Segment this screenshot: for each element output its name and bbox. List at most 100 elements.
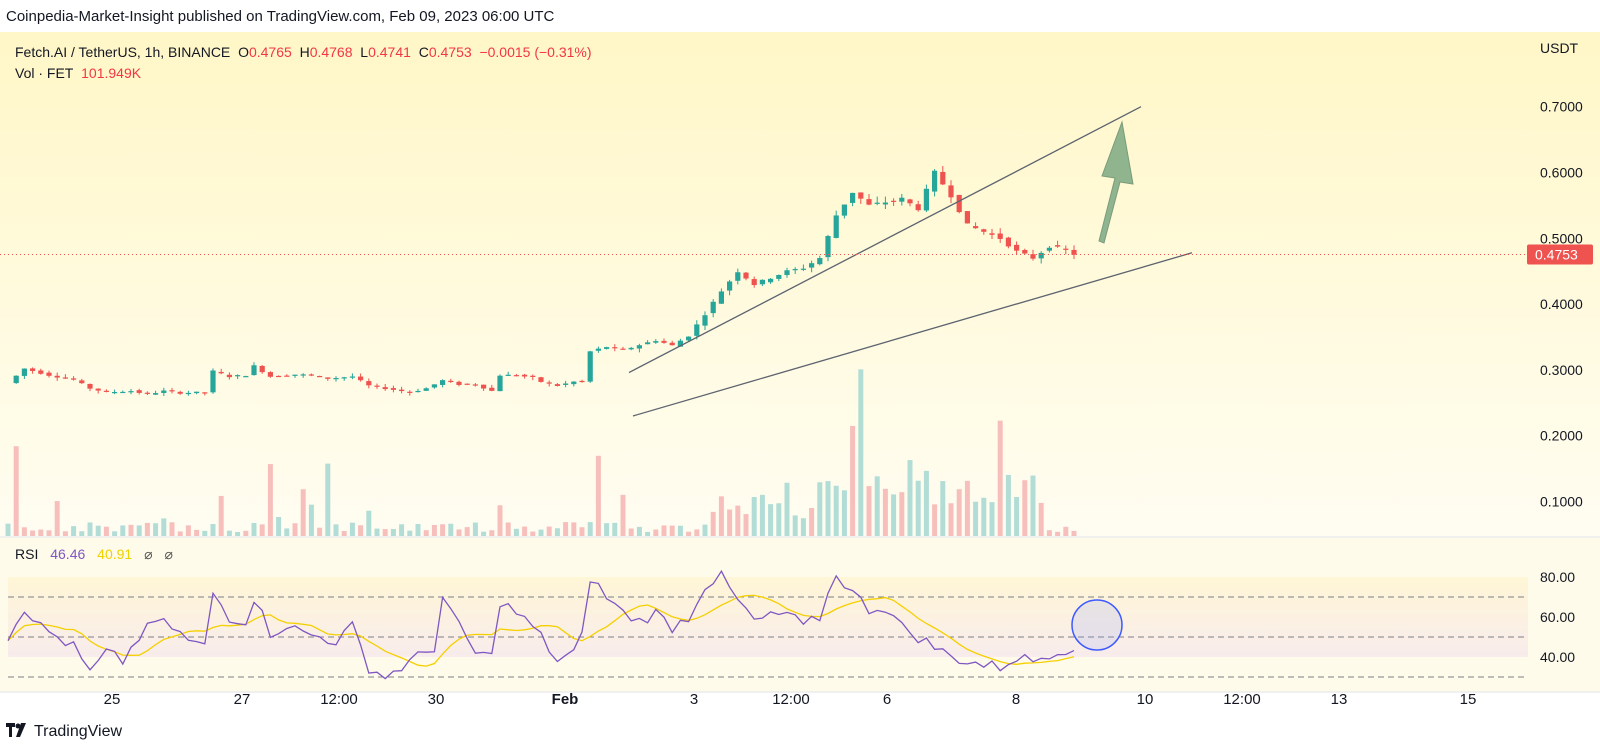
publisher-line: Coinpedia-Market-Insight published on Tr… — [6, 8, 555, 25]
candle-body — [382, 387, 388, 390]
time-tick: Feb — [552, 691, 579, 708]
volume-bar — [932, 504, 938, 536]
volume-bar — [153, 523, 159, 536]
volume-bar — [759, 494, 765, 536]
volume-bar — [177, 531, 183, 536]
volume-bar — [358, 525, 364, 536]
volume-bar — [538, 529, 544, 536]
candle-body — [776, 274, 782, 279]
volume-bar — [308, 504, 314, 536]
volume-bar — [710, 511, 716, 536]
eye-off-icon[interactable]: ⌀ — [144, 546, 153, 562]
candle-body — [907, 199, 913, 204]
volume-bar — [144, 522, 150, 536]
candle-body — [964, 211, 970, 224]
candle-body — [768, 278, 774, 283]
candle-body — [358, 376, 364, 381]
volume-bar — [472, 522, 478, 536]
time-tick: 25 — [104, 691, 121, 708]
volume-bar — [620, 494, 626, 536]
eye-off-icon-2[interactable]: ⌀ — [164, 546, 173, 562]
volume-value: 101.949K — [81, 65, 142, 81]
volume-bar — [267, 464, 273, 536]
candle-body — [423, 388, 429, 391]
candle-body — [30, 368, 36, 371]
candle-body — [661, 340, 667, 343]
volume-row: Vol · FET 101.949K — [15, 63, 592, 84]
volume-bar — [456, 529, 462, 536]
volume-bar — [136, 525, 142, 536]
candle-body — [718, 291, 724, 304]
rsi-lines — [7, 569, 1528, 680]
volume-bar — [923, 470, 929, 536]
time-tick: 27 — [234, 691, 251, 708]
volume-bar — [1055, 531, 1061, 536]
candle-body — [497, 375, 503, 392]
rsi-legend: RSI 46.46 40.91 ⌀ ⌀ — [15, 546, 173, 563]
volume-label[interactable]: Vol · FET — [15, 65, 74, 81]
volume-bar — [276, 516, 282, 536]
volume-bar — [833, 485, 839, 536]
volume-bar — [407, 530, 413, 536]
volume-bar — [1038, 502, 1044, 536]
candle-body — [546, 382, 552, 384]
price-tick: 0.4000 — [1540, 296, 1583, 312]
volume-bar — [79, 531, 85, 536]
volume-bar — [694, 529, 700, 536]
candle-body — [349, 376, 355, 378]
time-tick: 12:00 — [772, 691, 810, 708]
chart-frame[interactable]: USDT 0.7000 0.6000 0.5000 0.4000 0.3000 0.2000… — [0, 32, 1600, 714]
time-tick: 8 — [1012, 691, 1020, 708]
candle-body — [415, 390, 421, 393]
time-tick: 12:00 — [1223, 691, 1261, 708]
candle-body — [710, 301, 716, 314]
candle-body — [1038, 252, 1044, 259]
volume-bar — [882, 488, 888, 536]
volume-bar — [653, 529, 659, 536]
rsi-value: 46.46 — [50, 546, 86, 562]
volume-bar — [333, 524, 339, 536]
volume-bar — [907, 460, 913, 536]
rsi-ma-line — [7, 594, 1075, 667]
candle-body — [915, 204, 921, 211]
volume-bar — [317, 527, 323, 536]
volume-bar — [423, 530, 429, 536]
candle-body — [677, 340, 683, 347]
candle-body — [13, 375, 19, 384]
candle-body — [185, 392, 191, 395]
volume-bar — [858, 369, 864, 536]
price-pane-bg — [0, 32, 1600, 537]
volume-bar — [300, 489, 306, 536]
candle-body — [95, 388, 101, 391]
trendlines — [628, 106, 1193, 417]
candle-body — [276, 375, 282, 378]
candle-body — [259, 365, 265, 373]
volume-bar — [973, 501, 979, 536]
candle-body — [628, 347, 634, 350]
high-value: 0.4768 — [309, 44, 353, 60]
volume-bar — [505, 522, 511, 536]
time-tick: 12:00 — [320, 691, 358, 708]
volume-bar — [87, 522, 93, 536]
volume-bar — [841, 490, 847, 536]
candle-body — [71, 378, 77, 380]
candle-body — [169, 390, 175, 392]
volume-bar — [1030, 475, 1036, 536]
candle-body — [267, 372, 273, 377]
volume-bar — [1005, 474, 1011, 536]
volume-bar — [481, 531, 487, 536]
volume-bar — [743, 514, 749, 536]
lower-trendline — [632, 252, 1193, 417]
volume-bar — [874, 476, 880, 536]
candle-body — [751, 279, 757, 286]
volume-bar — [579, 527, 585, 536]
chart-canvas[interactable]: USDT 0.7000 0.6000 0.5000 0.4000 0.3000 0.2000… — [0, 32, 1600, 714]
rsi-label[interactable]: RSI — [15, 546, 39, 562]
candle-body — [243, 376, 249, 378]
candle-body — [448, 380, 454, 382]
volume-bar — [850, 425, 856, 536]
footer-brand[interactable]: TradingView — [6, 723, 122, 741]
symbol-title[interactable]: Fetch.AI / TetherUS, 1h, BINANCE — [15, 44, 231, 60]
volume-bar — [284, 528, 290, 536]
candle-body — [144, 392, 150, 394]
